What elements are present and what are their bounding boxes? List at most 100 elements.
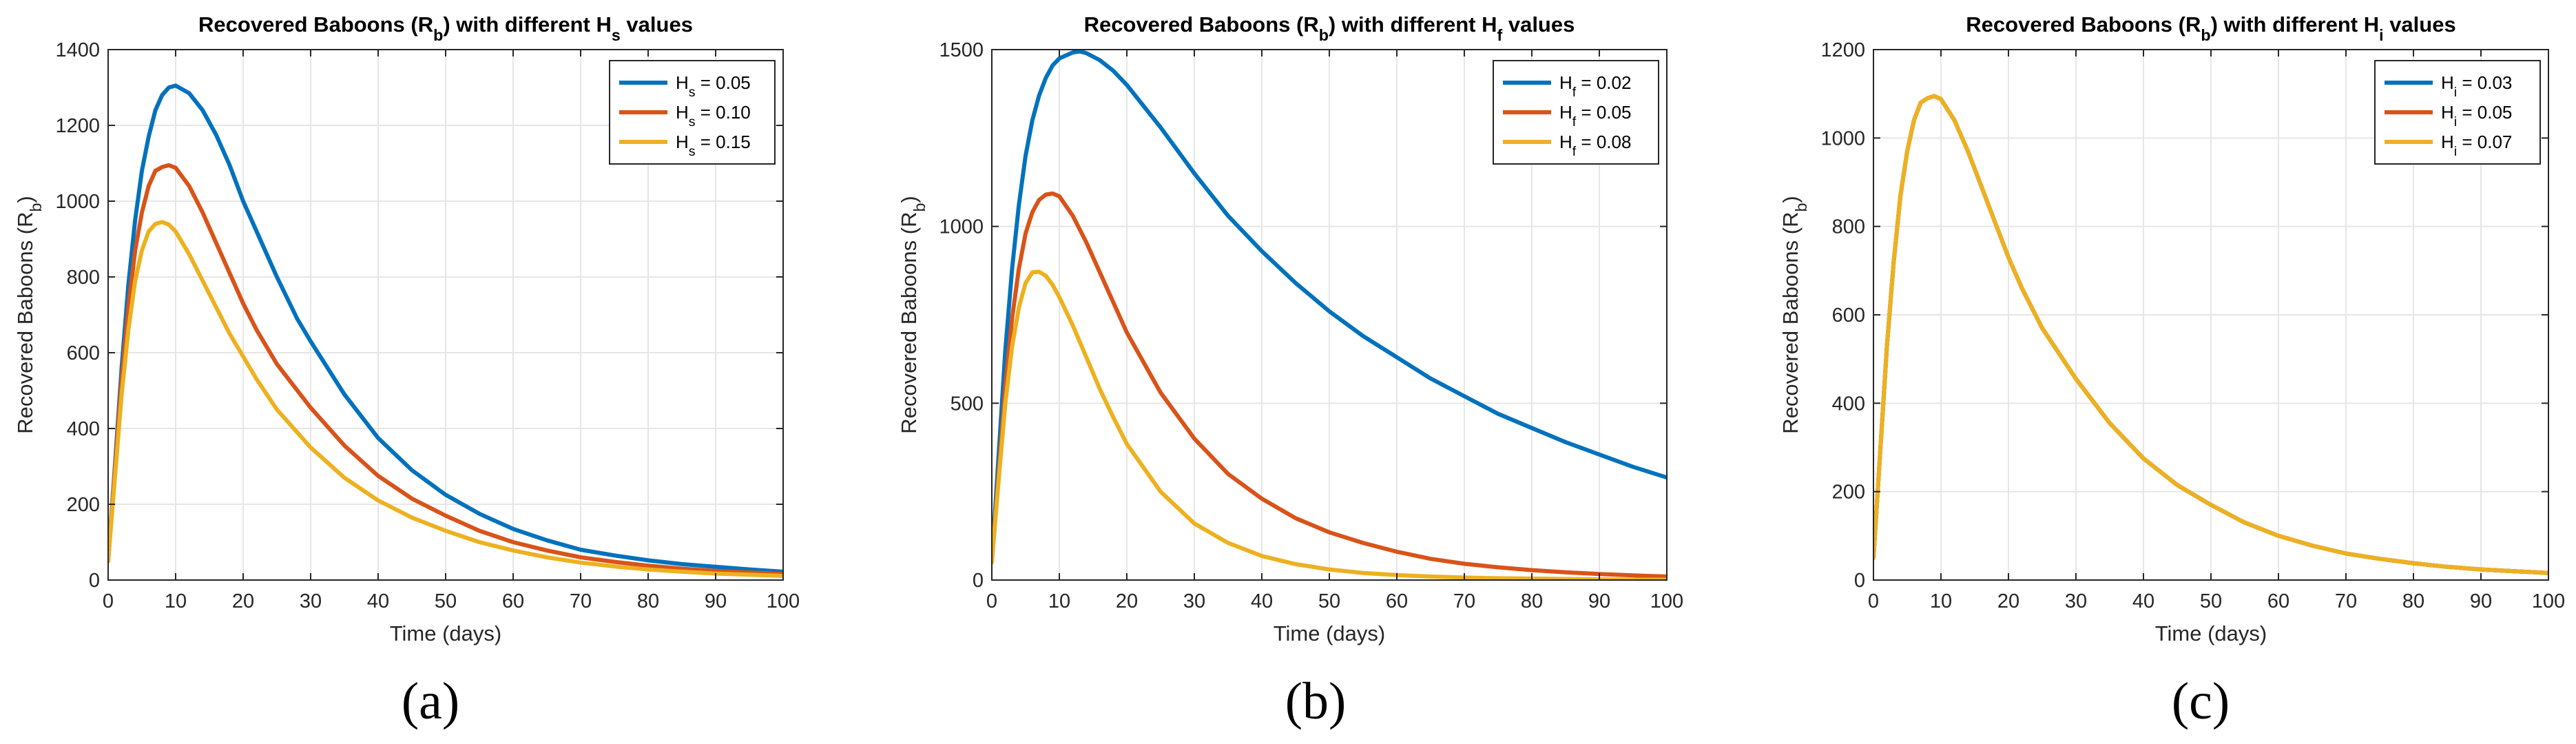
legend-label-2: Hi = 0.05 [2441, 102, 2512, 130]
chart-title-part: values [2384, 12, 2456, 37]
y-tick-label: 1000 [55, 191, 100, 213]
x-tick-label: 10 [1930, 590, 1952, 612]
legend-label-sub: i [2454, 85, 2457, 100]
legend-label-value: = 0.15 [696, 132, 751, 152]
legend-label-sub: f [1572, 85, 1577, 100]
legend-label-base: H [2441, 132, 2454, 152]
chart-title-part: Recovered Baboons (R [1084, 12, 1319, 37]
x-axis-label: Time (days) [2155, 621, 2267, 645]
legend-label-base: H [676, 72, 689, 93]
legend-label-sub: f [1572, 114, 1577, 130]
chart-title-part: Recovered Baboons (R [198, 12, 433, 37]
caption-b: (b) [1285, 672, 1347, 730]
x-tick-label: 20 [1997, 590, 2019, 612]
x-tick-label: 80 [1521, 590, 1543, 612]
legend-label-value: = 0.03 [2457, 72, 2512, 93]
x-tick-label: 40 [2132, 590, 2154, 612]
x-tick-label: 40 [1251, 590, 1273, 612]
y-tick-label: 1400 [55, 39, 100, 61]
y-tick-label: 200 [1832, 482, 1865, 504]
y-tick-label: 1500 [939, 39, 984, 61]
y-axis-label-part: Recovered Baboons (R [13, 212, 37, 434]
chart-title: Recovered Baboons (Rb) with different Hf… [1084, 12, 1575, 44]
legend-label-sub: i [2454, 114, 2457, 130]
x-tick-label: 90 [1588, 590, 1610, 612]
y-tick-label: 0 [89, 570, 100, 592]
caption-a: (a) [401, 672, 460, 730]
legend-label-base: H [2441, 72, 2454, 93]
x-tick-label: 30 [300, 590, 322, 612]
legend-label-base: H [676, 132, 689, 152]
series-line-2 [108, 163, 783, 577]
x-tick-label: 10 [1048, 590, 1070, 612]
x-tick-label: 50 [435, 590, 457, 612]
x-tick-label: 30 [1183, 590, 1205, 612]
y-tick-label: 600 [1832, 304, 1865, 327]
y-tick-label: 1000 [1820, 127, 1865, 149]
chart-title-part: b [433, 26, 443, 44]
y-axis-label-part: b [27, 203, 45, 212]
chart-title-part: b [1319, 26, 1329, 44]
caption-c: (c) [2171, 672, 2230, 730]
y-axis-label-part: b [911, 203, 928, 212]
legend-label-base: H [676, 102, 689, 123]
y-tick-label: 400 [67, 418, 100, 440]
y-tick-label: 1200 [55, 115, 100, 137]
x-ticks: 0 10 20 30 40 50 60 70 80 90 100 [1868, 50, 2565, 612]
legend-label-sub: s [689, 85, 696, 100]
x-tick-label: 70 [570, 590, 592, 612]
y-axis-label-part: Recovered Baboons (R [897, 212, 921, 434]
legend-label-base: H [2441, 102, 2454, 123]
legend-label-1: Hs = 0.05 [676, 72, 751, 100]
y-axis-label: Recovered Baboons (Rb) [897, 196, 928, 434]
y-tick-label: 1200 [1820, 39, 1865, 61]
legend-label-value: = 0.10 [696, 102, 751, 123]
x-tick-label: 40 [367, 590, 389, 612]
y-tick-label: 0 [1854, 570, 1865, 592]
legend-label-3: Hs = 0.15 [676, 132, 751, 159]
y-axis-label-part: ) [897, 196, 921, 203]
chart-title-part: values [1502, 12, 1575, 37]
x-tick-label: 80 [637, 590, 659, 612]
chart-title-part: ) with different H [2211, 12, 2380, 37]
chart-title-part: values [621, 12, 693, 37]
y-axis-label-part: ) [1778, 196, 1803, 203]
series-line-3 [108, 220, 783, 578]
x-tick-label: 100 [767, 590, 800, 612]
x-ticks: 0 10 20 30 40 50 60 70 80 90 100 [103, 50, 800, 612]
chart-title-part: ) with different H [1329, 12, 1497, 37]
x-tick-label: 30 [2065, 590, 2087, 612]
x-tick-label: 90 [2470, 590, 2492, 612]
y-axis-label-part: b [1792, 203, 1810, 212]
legend-label-base: H [1559, 102, 1572, 123]
y-axis-label-part: Recovered Baboons (R [1778, 212, 1803, 434]
legend-label-sub: f [1572, 144, 1577, 159]
legend-label-2: Hf = 0.05 [1559, 102, 1631, 130]
y-axis-label: Recovered Baboons (Rb) [13, 196, 45, 434]
x-tick-label: 60 [1386, 590, 1408, 612]
legend-label-sub: s [689, 144, 696, 159]
x-tick-label: 60 [2267, 590, 2289, 612]
x-tick-label: 60 [502, 590, 524, 612]
legend-label-value: = 0.05 [2457, 102, 2512, 123]
series-line-3 [1873, 94, 2548, 575]
legend-label-value: = 0.05 [1576, 102, 1631, 123]
chart-title-part: f [1497, 26, 1502, 44]
y-tick-label: 0 [973, 570, 984, 592]
y-axis-label: Recovered Baboons (Rb) [1778, 196, 1810, 434]
x-tick-label: 70 [1453, 590, 1475, 612]
x-tick-label: 20 [232, 590, 254, 612]
x-tick-label: 0 [1868, 590, 1879, 612]
chart-title: Recovered Baboons (Rb) with different Hs… [198, 12, 693, 44]
series-group [108, 83, 783, 578]
chart-title-part: s [612, 26, 621, 44]
x-tick-label: 90 [705, 590, 727, 612]
x-tick-label: 10 [165, 590, 187, 612]
y-tick-label: 800 [1832, 216, 1865, 238]
legend-label-sub: i [2454, 144, 2457, 159]
legend-label-2: Hs = 0.10 [676, 102, 751, 130]
